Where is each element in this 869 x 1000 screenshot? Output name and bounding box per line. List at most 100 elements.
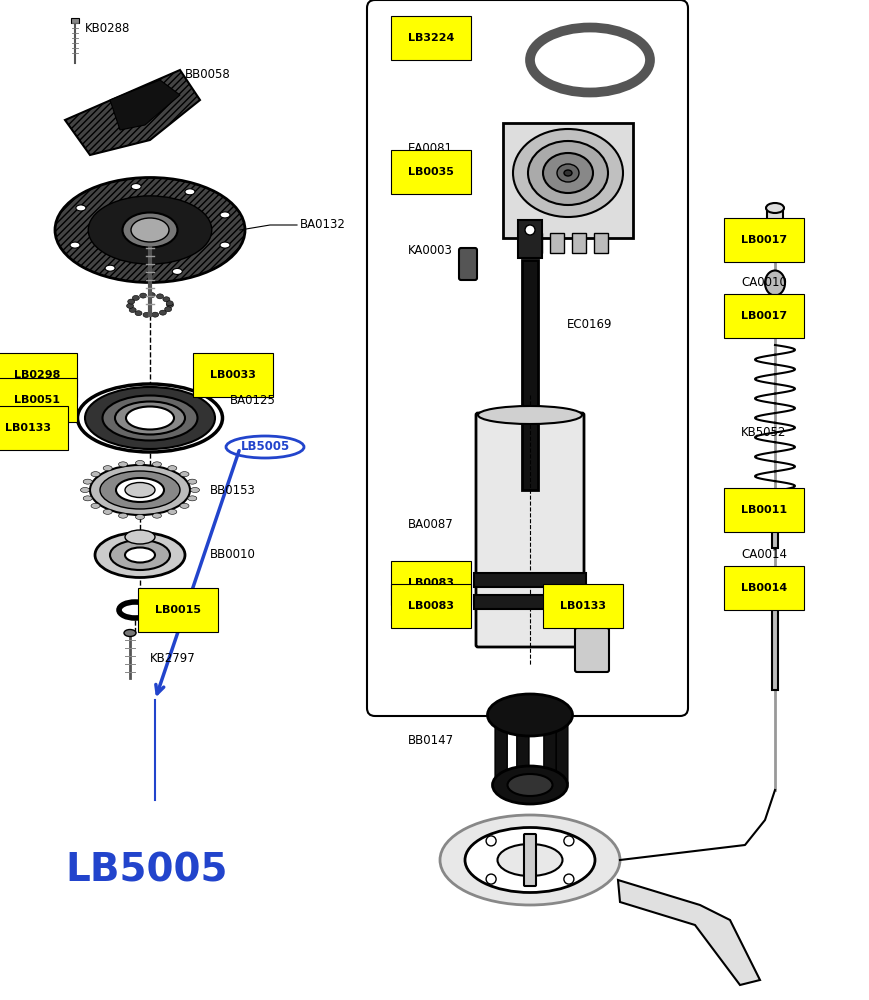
- Ellipse shape: [103, 466, 112, 471]
- Text: BA0125: BA0125: [230, 393, 275, 406]
- FancyBboxPatch shape: [495, 717, 507, 784]
- FancyBboxPatch shape: [474, 573, 586, 587]
- Ellipse shape: [83, 496, 92, 501]
- Text: EA0081: EA0081: [408, 141, 453, 154]
- Ellipse shape: [168, 509, 176, 514]
- Ellipse shape: [152, 462, 162, 467]
- Text: LB0035: LB0035: [408, 167, 454, 177]
- Text: LB0014: LB0014: [741, 583, 787, 593]
- Text: KA0003: KA0003: [408, 243, 453, 256]
- Ellipse shape: [190, 488, 200, 492]
- Text: CA0014: CA0014: [741, 548, 787, 562]
- Ellipse shape: [493, 766, 567, 804]
- Text: LB5005: LB5005: [65, 851, 228, 889]
- Ellipse shape: [557, 164, 579, 182]
- Ellipse shape: [765, 270, 785, 296]
- Ellipse shape: [85, 387, 215, 449]
- Circle shape: [564, 874, 574, 884]
- Ellipse shape: [167, 302, 174, 308]
- Ellipse shape: [152, 513, 162, 518]
- FancyBboxPatch shape: [517, 717, 529, 784]
- Ellipse shape: [149, 293, 156, 298]
- Ellipse shape: [163, 297, 169, 302]
- Text: CA0010: CA0010: [741, 276, 786, 290]
- FancyBboxPatch shape: [71, 18, 79, 23]
- Ellipse shape: [110, 540, 170, 570]
- Ellipse shape: [220, 242, 230, 248]
- FancyBboxPatch shape: [550, 233, 564, 253]
- Ellipse shape: [91, 472, 100, 477]
- Text: BA0087: BA0087: [408, 518, 454, 532]
- Text: LB0083: LB0083: [408, 578, 454, 588]
- Ellipse shape: [118, 462, 128, 467]
- Ellipse shape: [152, 312, 159, 317]
- Circle shape: [486, 836, 496, 846]
- Ellipse shape: [180, 503, 189, 508]
- Ellipse shape: [89, 196, 212, 264]
- Text: LB0083: LB0083: [408, 601, 454, 611]
- Ellipse shape: [136, 460, 144, 466]
- Ellipse shape: [220, 212, 230, 218]
- Ellipse shape: [77, 384, 222, 452]
- Ellipse shape: [127, 303, 134, 308]
- Ellipse shape: [132, 295, 139, 300]
- FancyBboxPatch shape: [503, 123, 633, 238]
- FancyBboxPatch shape: [528, 233, 542, 253]
- Text: KB5052: KB5052: [741, 426, 786, 438]
- Ellipse shape: [185, 189, 195, 195]
- Text: LB0011: LB0011: [741, 505, 787, 515]
- Ellipse shape: [135, 311, 142, 316]
- FancyBboxPatch shape: [572, 233, 586, 253]
- Ellipse shape: [116, 478, 164, 502]
- FancyBboxPatch shape: [575, 628, 609, 672]
- Ellipse shape: [126, 406, 174, 430]
- FancyBboxPatch shape: [544, 717, 556, 784]
- Text: LB0051: LB0051: [14, 395, 60, 405]
- Ellipse shape: [131, 184, 141, 190]
- Text: BA0132: BA0132: [300, 219, 346, 232]
- FancyBboxPatch shape: [594, 233, 608, 253]
- Text: LB0033: LB0033: [210, 370, 255, 380]
- Ellipse shape: [76, 205, 86, 211]
- Circle shape: [486, 874, 496, 884]
- Ellipse shape: [488, 694, 573, 736]
- Text: LB3224: LB3224: [408, 33, 454, 43]
- Ellipse shape: [168, 466, 176, 471]
- Ellipse shape: [70, 242, 80, 248]
- Ellipse shape: [172, 268, 182, 274]
- Ellipse shape: [156, 294, 163, 299]
- Ellipse shape: [83, 479, 92, 484]
- Ellipse shape: [440, 815, 620, 905]
- Text: LB0133: LB0133: [560, 601, 606, 611]
- Ellipse shape: [136, 514, 144, 520]
- Ellipse shape: [188, 479, 196, 484]
- Ellipse shape: [100, 471, 180, 509]
- Text: LB0015: LB0015: [155, 605, 201, 615]
- Ellipse shape: [123, 213, 177, 247]
- Circle shape: [525, 225, 535, 235]
- Ellipse shape: [103, 395, 197, 440]
- Text: BB0058: BB0058: [185, 68, 231, 82]
- Ellipse shape: [528, 141, 608, 205]
- Ellipse shape: [564, 170, 572, 176]
- Text: KB2797: KB2797: [150, 652, 196, 664]
- FancyBboxPatch shape: [522, 260, 538, 490]
- Ellipse shape: [497, 844, 562, 876]
- Circle shape: [564, 836, 574, 846]
- FancyBboxPatch shape: [770, 295, 780, 313]
- Ellipse shape: [140, 293, 147, 298]
- Text: LB0017: LB0017: [741, 235, 787, 245]
- Ellipse shape: [513, 129, 623, 217]
- Polygon shape: [618, 880, 760, 985]
- FancyBboxPatch shape: [772, 570, 778, 690]
- Text: EC0169: EC0169: [567, 318, 613, 332]
- Ellipse shape: [118, 513, 128, 518]
- Ellipse shape: [105, 265, 115, 271]
- Ellipse shape: [159, 310, 166, 315]
- FancyBboxPatch shape: [474, 595, 586, 609]
- Ellipse shape: [95, 532, 185, 578]
- Ellipse shape: [478, 406, 582, 424]
- Ellipse shape: [543, 153, 593, 193]
- FancyBboxPatch shape: [517, 717, 529, 784]
- Ellipse shape: [103, 509, 112, 514]
